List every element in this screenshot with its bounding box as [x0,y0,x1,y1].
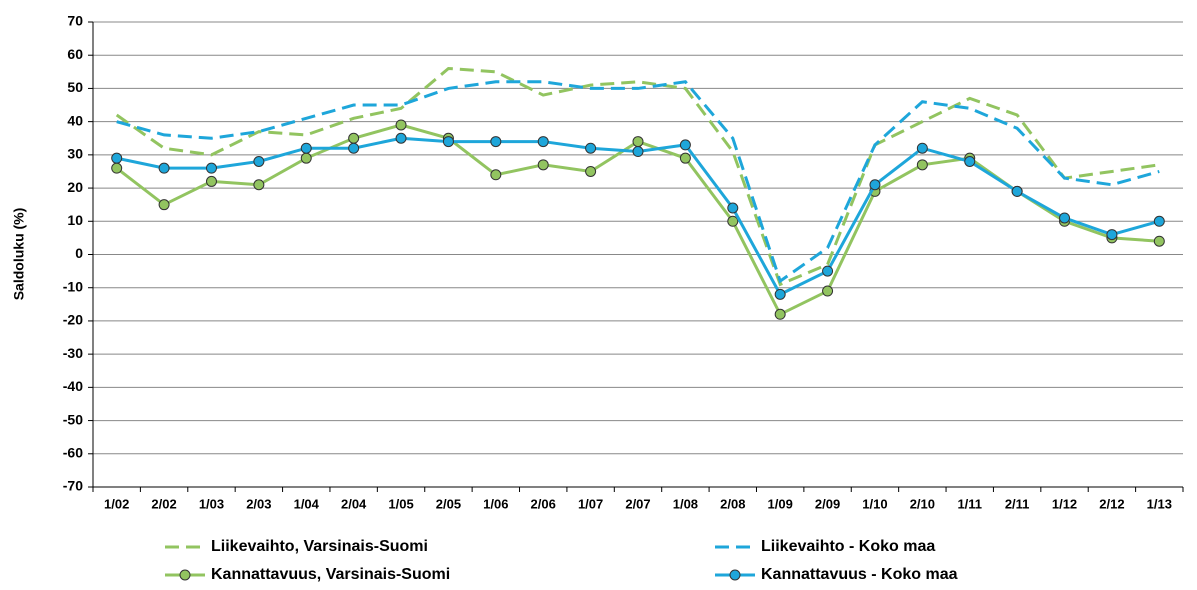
y-tick-label: -30 [63,345,83,361]
x-tick-label: 1/08 [673,496,698,511]
point [300,152,312,164]
x-tick-label: 1/12 [1052,496,1077,511]
x-tick-label: 2/12 [1099,496,1124,511]
point [111,162,123,174]
point [300,142,312,154]
legend-marker [729,569,741,581]
point [679,152,691,164]
x-tick-label: 2/06 [531,496,556,511]
y-tick-label: 70 [67,13,83,29]
x-tick-label: 2/08 [720,496,745,511]
point [442,136,454,148]
series-line [116,136,1160,297]
point [490,169,502,181]
x-tick-label: 1/04 [294,496,320,511]
y-tick-label: -70 [63,478,83,494]
point [869,179,881,191]
point [1106,229,1118,241]
y-tick-label: 0 [75,245,83,261]
x-tick-label: 2/03 [246,496,271,511]
x-tick-label: 2/10 [910,496,935,511]
point [537,159,549,171]
legend-label: Kannattavuus - Koko maa [761,566,958,583]
x-tick-label: 1/03 [199,496,224,511]
point [253,179,265,191]
x-tick-label: 1/06 [483,496,508,511]
point [585,142,597,154]
y-tick-label: 50 [67,79,83,95]
point [205,175,217,187]
y-tick-label: -10 [63,278,83,294]
y-tick-label: 20 [67,179,83,195]
point [916,159,928,171]
x-tick-label: 1/13 [1147,496,1172,511]
x-tick-label: 2/04 [341,496,367,511]
legend-label: Kannattavuus, Varsinais-Suomi [211,566,450,583]
point [348,142,360,154]
series-line [116,80,1160,284]
legend-label: Liikevaihto - Koko maa [761,538,935,555]
point [490,136,502,148]
point [1011,185,1023,197]
point [632,136,644,148]
x-tick-label: 2/09 [815,496,840,511]
point [1153,215,1165,227]
point [727,202,739,214]
x-tick-label: 1/09 [768,496,793,511]
point [916,142,928,154]
y-tick-label: 30 [67,146,83,162]
point [111,152,123,164]
point [158,199,170,211]
y-tick-label: 60 [67,46,83,62]
y-tick-label: -20 [63,312,83,328]
point [822,265,834,277]
y-axis-label: Saldoluku (%) [11,208,27,301]
x-tick-label: 2/11 [1005,496,1030,511]
point [158,162,170,174]
x-tick-label: 1/10 [862,496,887,511]
point [253,156,265,167]
point [822,285,834,297]
x-tick-label: 1/11 [957,496,982,511]
point [537,136,549,148]
x-tick-label: 2/07 [625,496,650,511]
x-tick-label: 2/05 [436,496,461,511]
point [774,288,786,300]
point [964,156,976,167]
point [205,162,217,174]
point [1153,235,1165,247]
point [1059,212,1071,224]
point [348,132,360,144]
y-tick-label: 40 [67,112,83,128]
y-tick-label: -60 [63,444,83,460]
legend-marker [179,569,191,581]
point [679,139,691,151]
point [774,308,786,320]
y-tick-label: 10 [67,212,83,228]
x-tick-label: 1/02 [104,496,129,511]
point [632,146,644,158]
x-tick-label: 1/05 [388,496,413,511]
series-line [115,66,1160,287]
point [395,132,407,144]
x-tick-label: 2/02 [151,496,176,511]
y-tick-label: -40 [63,378,83,394]
point [585,165,597,177]
x-tick-label: 1/07 [578,496,603,511]
legend-label: Liikevaihto, Varsinais-Suomi [211,538,428,555]
y-tick-label: -50 [63,411,83,427]
point [727,215,739,227]
point [395,119,407,131]
